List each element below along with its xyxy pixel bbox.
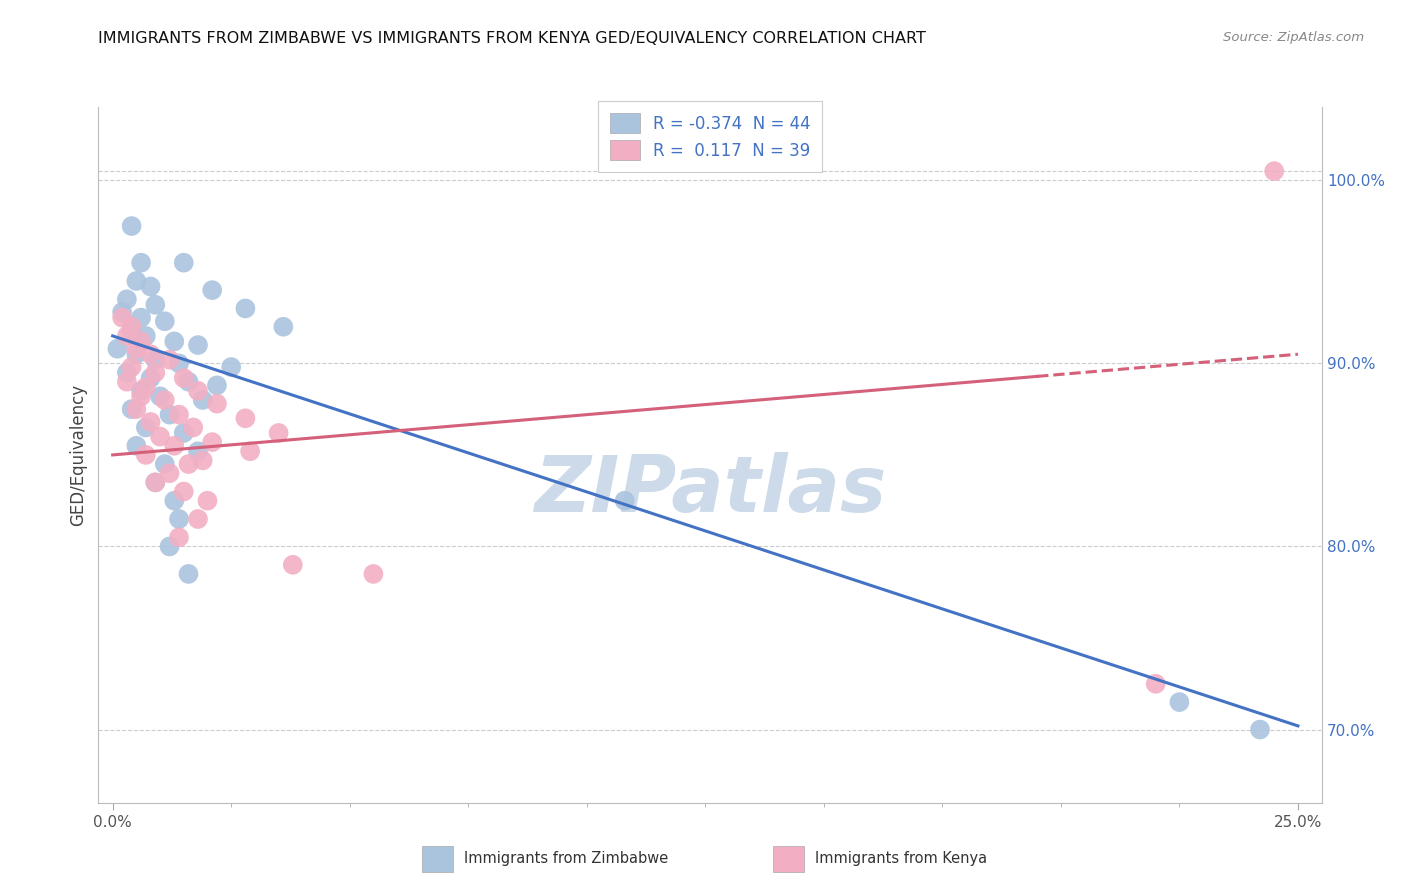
Point	[167, 530, 190, 544]
Point	[125, 347, 148, 361]
Point	[115, 366, 138, 380]
Point	[135, 380, 157, 394]
Point	[205, 397, 228, 411]
Point	[129, 384, 152, 398]
Point	[191, 392, 214, 407]
Point	[159, 540, 181, 554]
Point	[125, 439, 148, 453]
Point	[111, 305, 134, 319]
Text: Immigrants from Kenya: Immigrants from Kenya	[815, 852, 987, 866]
Point	[187, 338, 209, 352]
Point	[143, 475, 166, 490]
Point	[143, 298, 166, 312]
Point	[121, 219, 143, 233]
Point	[121, 319, 143, 334]
Point	[201, 435, 224, 450]
Point	[153, 392, 176, 407]
Point	[1168, 695, 1191, 709]
Point	[235, 301, 257, 316]
Point	[173, 425, 195, 440]
Point	[153, 457, 176, 471]
Point	[613, 493, 636, 508]
Point	[201, 283, 224, 297]
Point	[219, 359, 242, 374]
Point	[115, 329, 138, 343]
Point	[177, 375, 200, 389]
Text: Immigrants from Zimbabwe: Immigrants from Zimbabwe	[464, 852, 668, 866]
Point	[105, 342, 128, 356]
Point	[121, 323, 143, 337]
Point	[139, 371, 162, 385]
Point	[153, 314, 176, 328]
Point	[1249, 723, 1271, 737]
Text: ZIPatlas: ZIPatlas	[534, 451, 886, 528]
Point	[1144, 677, 1167, 691]
Point	[163, 439, 186, 453]
Point	[129, 255, 152, 269]
Point	[159, 352, 181, 367]
Point	[139, 347, 162, 361]
Point	[197, 493, 219, 508]
Point	[167, 512, 190, 526]
Point	[149, 389, 172, 403]
Point	[235, 411, 257, 425]
Point	[205, 378, 228, 392]
Point	[115, 293, 138, 307]
Point	[177, 457, 200, 471]
Point	[143, 352, 166, 367]
Point	[143, 475, 166, 490]
Point	[181, 420, 204, 434]
Point	[125, 274, 148, 288]
Point	[149, 429, 172, 443]
Point	[125, 342, 148, 356]
Point	[159, 408, 181, 422]
Point	[187, 444, 209, 458]
Point	[121, 402, 143, 417]
Point	[363, 566, 385, 581]
Point	[177, 566, 200, 581]
Point	[143, 366, 166, 380]
Point	[173, 371, 195, 385]
Point	[163, 493, 186, 508]
Point	[191, 453, 214, 467]
Text: Source: ZipAtlas.com: Source: ZipAtlas.com	[1223, 31, 1364, 45]
Point	[239, 444, 262, 458]
Point	[129, 389, 152, 403]
Point	[163, 334, 186, 349]
Point	[135, 448, 157, 462]
Point	[139, 279, 162, 293]
Point	[121, 359, 143, 374]
Point	[281, 558, 304, 572]
Point	[111, 310, 134, 325]
Point	[173, 484, 195, 499]
Point	[129, 310, 152, 325]
Point	[1263, 164, 1285, 178]
Point	[125, 402, 148, 417]
Point	[115, 375, 138, 389]
Point	[173, 255, 195, 269]
Legend: R = -0.374  N = 44, R =  0.117  N = 39: R = -0.374 N = 44, R = 0.117 N = 39	[598, 102, 823, 172]
Point	[187, 384, 209, 398]
Point	[135, 420, 157, 434]
Y-axis label: GED/Equivalency: GED/Equivalency	[69, 384, 87, 526]
Point	[135, 329, 157, 343]
Point	[139, 415, 162, 429]
Point	[187, 512, 209, 526]
Point	[267, 425, 290, 440]
Point	[167, 408, 190, 422]
Text: IMMIGRANTS FROM ZIMBABWE VS IMMIGRANTS FROM KENYA GED/EQUIVALENCY CORRELATION CH: IMMIGRANTS FROM ZIMBABWE VS IMMIGRANTS F…	[98, 31, 927, 46]
Point	[159, 467, 181, 481]
Point	[273, 319, 295, 334]
Point	[167, 356, 190, 370]
Point	[129, 334, 152, 349]
